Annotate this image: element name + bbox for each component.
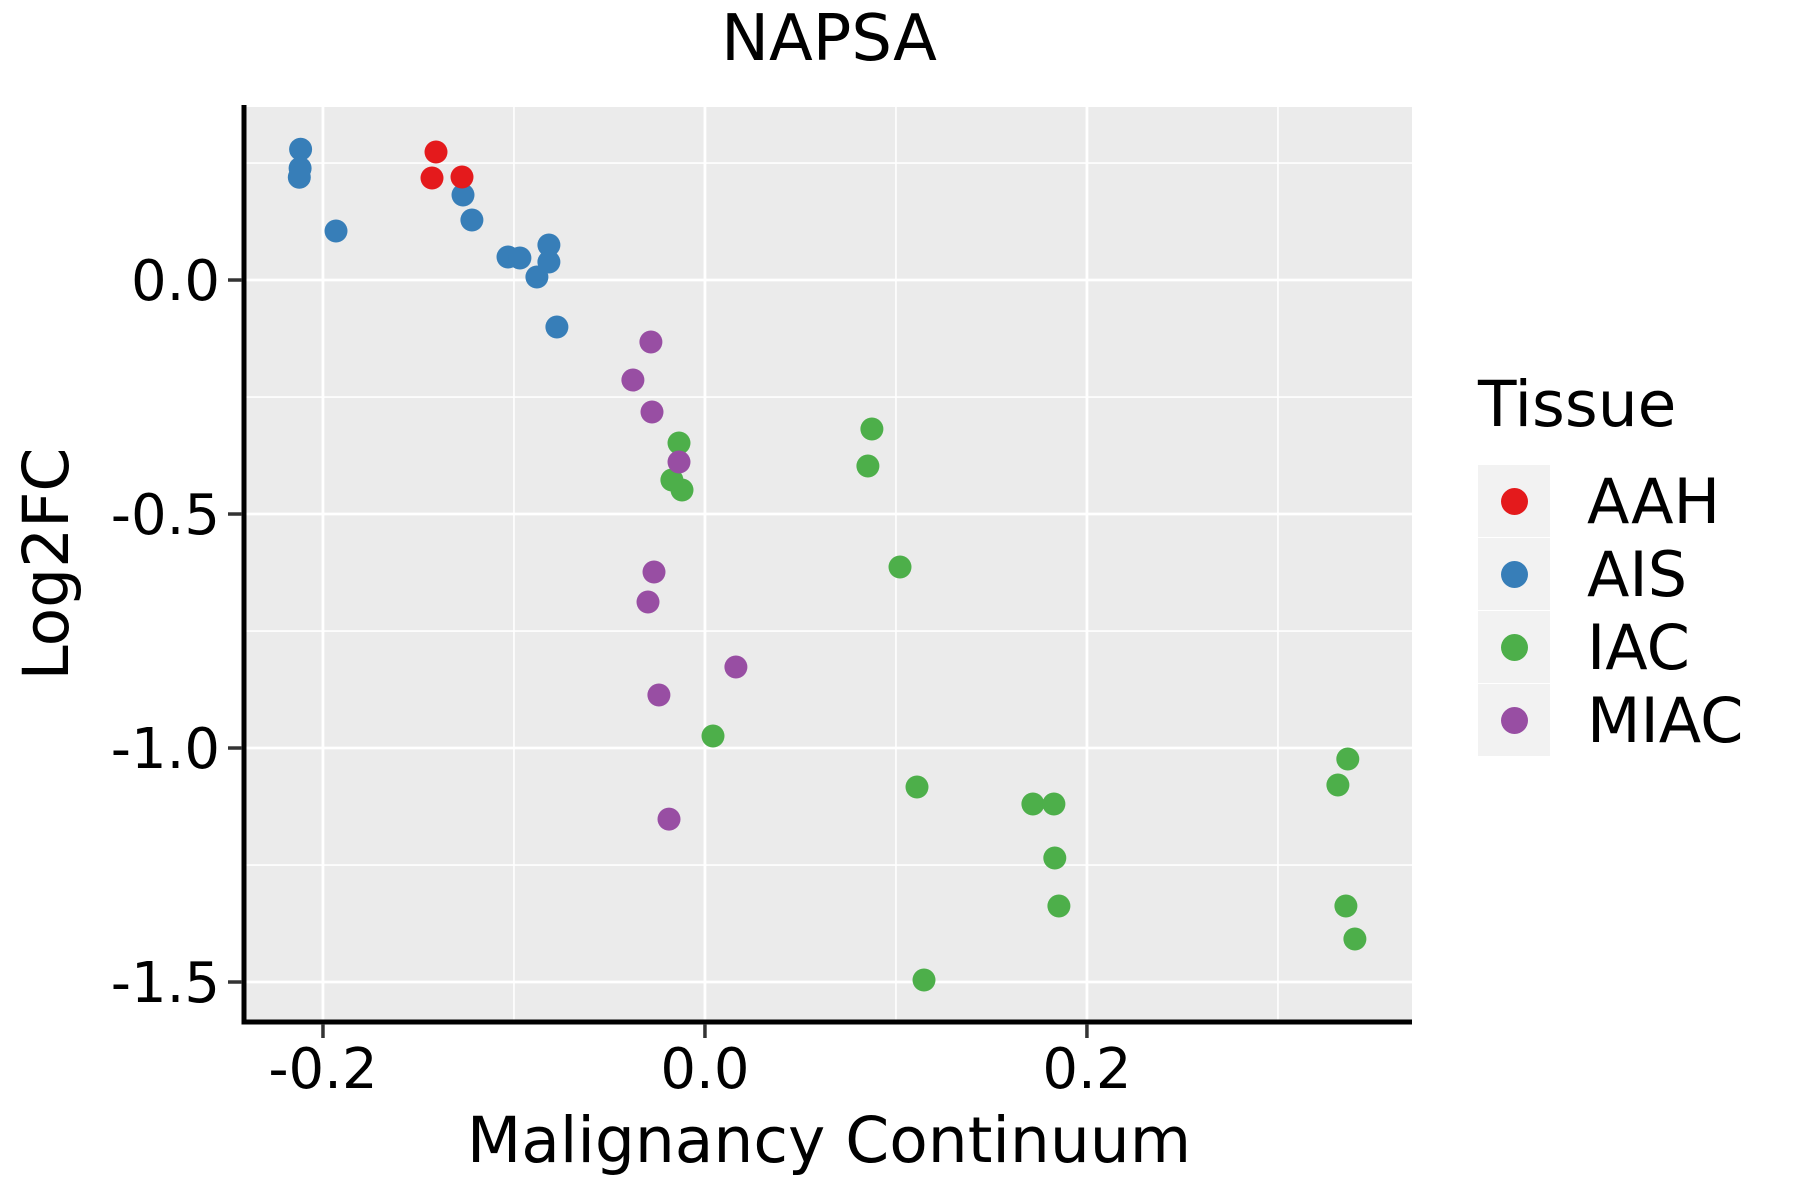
point-iac <box>856 454 880 478</box>
legend-key-aah <box>1478 465 1550 537</box>
y-tick-label: -1.0 <box>111 717 220 782</box>
x-tick-label: 0.2 <box>1042 1037 1131 1102</box>
x-tick-label: -0.2 <box>268 1037 377 1102</box>
point-iac <box>1042 792 1066 816</box>
point-ais <box>460 208 484 232</box>
legend-key-miac <box>1478 684 1550 756</box>
point-iac <box>1326 773 1350 797</box>
legend-items: AAH AIS IAC MIAC <box>1478 464 1744 757</box>
legend-dot-miac <box>1500 706 1528 734</box>
legend-title: Tissue <box>1478 368 1677 441</box>
legend-item-miac: MIAC <box>1478 683 1744 757</box>
legend-key-iac <box>1478 611 1550 683</box>
point-aah <box>424 140 448 164</box>
point-ais <box>324 219 348 243</box>
point-iac <box>1043 846 1067 870</box>
point-iac <box>670 478 694 502</box>
point-aah <box>420 166 444 190</box>
x-axis-title: Malignancy Continuum <box>466 1104 1192 1177</box>
legend-item-iac: IAC <box>1478 610 1743 684</box>
point-miac <box>667 450 691 474</box>
point-iac <box>888 555 912 579</box>
legend-item-aah: AAH <box>1478 464 1743 538</box>
point-miac <box>647 683 671 707</box>
legend-dot-ais <box>1500 560 1528 588</box>
point-iac <box>912 968 936 992</box>
point-ais <box>545 315 569 339</box>
point-ais <box>537 233 561 257</box>
point-iac <box>860 417 884 441</box>
legend: Tissue AAH AIS IAC MIAC <box>1478 368 1743 757</box>
legend-dot-iac <box>1500 633 1528 661</box>
legend-label-iac: IAC <box>1587 610 1690 684</box>
point-ais <box>537 250 561 274</box>
x-tick-label: 0.0 <box>660 1037 749 1102</box>
point-miac <box>621 368 645 392</box>
legend-label-aah: AAH <box>1587 464 1721 538</box>
point-ais <box>289 137 313 161</box>
y-tick-label: -1.5 <box>111 951 220 1016</box>
legend-label-ais: AIS <box>1587 537 1688 611</box>
point-iac <box>905 775 929 799</box>
point-miac <box>724 655 748 679</box>
point-ais <box>451 183 475 207</box>
legend-label-miac: MIAC <box>1587 683 1744 757</box>
plot-panel <box>246 107 1412 1021</box>
y-tick-label: -0.5 <box>111 483 220 548</box>
point-aah <box>450 165 474 189</box>
point-miac <box>640 400 664 424</box>
point-iac <box>1047 894 1071 918</box>
point-iac <box>1334 894 1358 918</box>
point-ais <box>508 246 532 270</box>
point-miac <box>642 560 666 584</box>
legend-item-ais: AIS <box>1478 537 1743 611</box>
point-iac <box>1336 747 1360 771</box>
y-axis-title: Log2FC <box>10 447 83 681</box>
plot-title: NAPSA <box>721 2 937 76</box>
legend-key-ais <box>1478 538 1550 610</box>
point-iac <box>667 431 691 455</box>
point-iac <box>1021 792 1045 816</box>
point-ais <box>287 165 311 189</box>
point-miac <box>657 807 681 831</box>
point-iac <box>701 724 725 748</box>
point-miac <box>639 330 663 354</box>
point-miac <box>636 590 660 614</box>
point-iac <box>1343 927 1367 951</box>
y-tick-label: 0.0 <box>131 249 220 314</box>
legend-dot-aah <box>1500 487 1528 515</box>
